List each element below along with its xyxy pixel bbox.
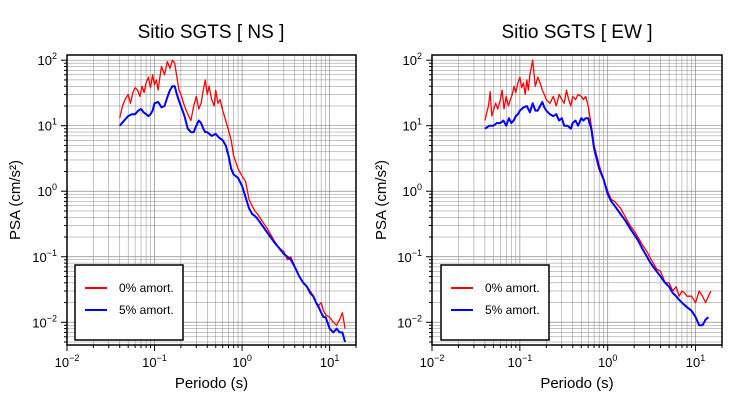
legend-box [440,264,550,341]
y-tick-label: 101 [38,117,57,134]
legend-label: 0% amort. [485,281,540,295]
series-line [484,101,710,327]
series-line [484,59,712,304]
y-tick-label: 10−1 [32,248,57,265]
chart-panel: 10−2 10−1 100 101 10−2 10−1 100 101 102 Sitio SGT… [373,22,723,392]
chart-panel: 10−2 10−1 100 101 10−2 10−1 100 101 102 Sitio SGT… [7,22,357,392]
y-tick-label: 102 [38,51,57,68]
plot-frame [431,54,723,346]
chart-title: Sitio SGTS [ NS ] [138,22,285,43]
x-tick-label: 101 [686,353,705,370]
x-tick-label: 100 [598,353,617,370]
legend-box [74,264,184,341]
y-tick-label: 10−1 [397,248,422,265]
grid [66,55,357,345]
chart-title: Sitio SGTS [ EW ] [502,22,653,43]
legend: 0% amort. 5% amort. [440,264,550,341]
legend-label: 0% amort. [119,281,174,295]
y-axis-label: PSA (cm/s²) [373,160,390,240]
x-axis-label: Periodo (s) [540,375,613,392]
x-axis-label: Periodo (s) [175,375,248,392]
y-tick-label: 100 [38,182,57,199]
x-tick-label: 10−2 [55,353,80,370]
y-tick-label: 101 [403,117,422,134]
legend: 0% amort. 5% amort. [74,264,184,341]
x-tick-label: 100 [232,353,251,370]
x-tick-label: 10−1 [507,353,532,370]
y-axis-label: PSA (cm/s²) [7,160,24,240]
legend-label: 5% amort. [119,303,174,317]
series-line [118,85,347,343]
x-tick-label: 10−2 [420,353,445,370]
y-tick-label: 100 [403,182,422,199]
plot-frame [66,54,357,346]
y-tick-label: 10−2 [397,313,422,330]
y-tick-label: 102 [403,51,422,68]
y-tick-label: 10−2 [32,313,57,330]
legend-label: 5% amort. [485,303,540,317]
x-tick-label: 101 [320,353,339,370]
x-tick-label: 10−1 [142,353,167,370]
